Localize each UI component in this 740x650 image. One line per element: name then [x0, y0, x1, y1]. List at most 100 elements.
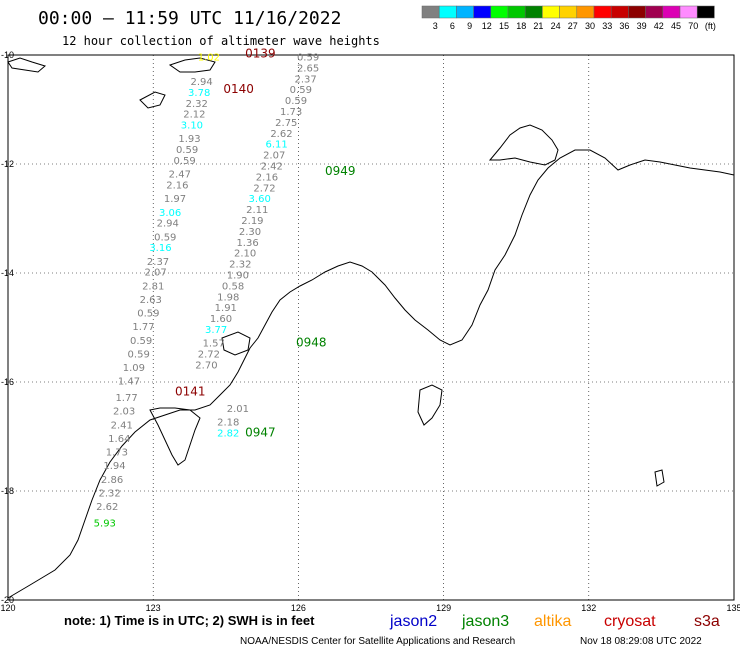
- wave-height-value: 1.94: [103, 461, 125, 472]
- wave-height-labels: 0.592.652.370.590.591.732.752.626.112.07…: [94, 52, 320, 529]
- wave-height-value: 1.02: [198, 52, 220, 63]
- legend-swatch: [456, 5, 474, 19]
- wave-height-value: 3.10: [181, 121, 203, 132]
- wave-height-value: 1.93: [178, 134, 200, 145]
- wave-height-value: 2.47: [169, 170, 191, 181]
- y-tick-label: -12: [1, 159, 14, 169]
- satellite-name: altika: [534, 613, 571, 630]
- wave-height-value: 0.59: [128, 349, 150, 360]
- wave-height-value: 2.07: [263, 151, 285, 162]
- y-tick-label: -14: [1, 268, 14, 278]
- wave-height-value: 3.06: [159, 208, 181, 219]
- wave-height-value: 1.60: [210, 314, 232, 325]
- wave-height-value: 3.16: [149, 243, 171, 254]
- y-tick-label: -16: [1, 377, 14, 387]
- legend-label: 33: [602, 21, 612, 31]
- wave-height-value: 1.98: [217, 292, 239, 303]
- wave-height-value: 2.18: [217, 418, 239, 429]
- wave-height-value: 3.60: [249, 194, 271, 205]
- legend-swatch: [542, 5, 560, 19]
- color-scale-legend: 3 6 9 12 15 18 21 24 27 30 33 36 39 42 45 70 (ft): [421, 5, 716, 31]
- satellite-legend: jason2 jason3 altika cryosat s3a: [389, 613, 720, 630]
- wave-height-value: 2.65: [297, 63, 319, 74]
- wave-height-value: 2.75: [275, 118, 297, 129]
- wave-height-value: 1.97: [164, 194, 186, 205]
- wave-height-value: 5.93: [94, 518, 116, 529]
- x-tick-label: 126: [291, 603, 306, 613]
- wave-height-value: 0.59: [137, 309, 159, 320]
- legend-swatch: [610, 5, 629, 19]
- legend-label: 36: [619, 21, 629, 31]
- satellite-name: s3a: [694, 613, 720, 630]
- wave-height-value: 2.41: [111, 420, 133, 431]
- wave-height-value: 6.11: [265, 140, 287, 151]
- wave-height-value: 2.32: [99, 488, 121, 499]
- wave-height-value: 1.77: [132, 322, 154, 333]
- map-frame: [7, 54, 735, 601]
- wave-height-value: 2.12: [183, 110, 205, 121]
- wave-height-value: 2.62: [270, 129, 292, 140]
- legend-label: 21: [533, 21, 543, 31]
- track-time-labels: 0139 0140 0141 0949 0948 0947: [175, 47, 356, 440]
- island-east: [654, 469, 665, 487]
- x-tick-label: 120: [0, 603, 15, 613]
- wave-height-value: 2.62: [96, 502, 118, 513]
- wave-height-value: 2.30: [239, 227, 261, 238]
- map-title: 00:00 — 11:59 UTC 11/16/2022: [38, 8, 341, 29]
- wave-height-value: 2.70: [195, 360, 217, 371]
- wave-height-value: 1.91: [215, 303, 237, 314]
- legend-swatch: [524, 5, 543, 19]
- wave-height-value: 2.32: [186, 99, 208, 110]
- legend-swatch: [438, 5, 457, 19]
- island-groote: [417, 384, 443, 426]
- wave-height-value: 3.77: [205, 325, 227, 336]
- wave-height-value: 0.59: [176, 145, 198, 156]
- wave-height-value: 0.59: [130, 336, 152, 347]
- footer-credit: NOAA/NESDIS Center for Satellite Applica…: [240, 636, 515, 647]
- track-time-label: 0948: [296, 336, 327, 350]
- wave-height-value: 2.19: [241, 216, 263, 227]
- legend-label: 70: [688, 21, 698, 31]
- satellite-name: jason3: [461, 613, 509, 630]
- legend-label: 45: [671, 21, 681, 31]
- wave-height-value: 1.77: [115, 393, 137, 404]
- footer-note: note: 1) Time is in UTC; 2) SWH is in fe…: [64, 613, 315, 628]
- legend-label: 18: [516, 21, 526, 31]
- wave-height-value: 0.59: [290, 85, 312, 96]
- wave-height-value: 1.90: [227, 270, 249, 281]
- legend-label: (ft): [705, 21, 716, 31]
- wave-height-value: 2.94: [190, 77, 212, 88]
- legend-swatch: [507, 5, 526, 19]
- legend-swatch: [645, 5, 664, 19]
- wave-height-value: 2.86: [101, 475, 123, 486]
- legend-swatch: [696, 5, 715, 19]
- legend-label: 12: [482, 21, 492, 31]
- legend-swatch: [593, 5, 612, 19]
- legend-swatch: [576, 5, 595, 19]
- wave-height-value: 2.07: [144, 268, 166, 279]
- graticule: [7, 54, 735, 601]
- wave-height-value: 2.11: [246, 205, 268, 216]
- wave-height-value: 2.37: [295, 74, 317, 85]
- x-tick-label: 132: [581, 603, 596, 613]
- wave-height-value: 0.59: [154, 232, 176, 243]
- legend-label: 27: [568, 21, 578, 31]
- wave-height-value: 1.09: [123, 363, 145, 374]
- wave-height-value: 1.47: [118, 377, 140, 388]
- wave-height-value: 0.58: [222, 281, 244, 292]
- wave-height-value: 2.16: [256, 172, 278, 183]
- track-time-label: 0139: [245, 47, 276, 61]
- coastline-cape: [488, 124, 559, 166]
- island-northwest: [139, 91, 166, 109]
- wave-height-value: 1.36: [236, 238, 258, 249]
- legend-swatch: [679, 5, 698, 19]
- legend-swatch: [421, 5, 440, 19]
- wave-height-value: 2.37: [147, 257, 169, 268]
- y-axis-tick-labels: -10 -12 -14 -16 -18 -20: [1, 50, 14, 605]
- island-north: [168, 57, 216, 73]
- x-tick-label: 123: [146, 603, 161, 613]
- track-time-label: 0141: [175, 385, 206, 399]
- legend-label: 42: [654, 21, 664, 31]
- coastline-peninsula: [149, 407, 201, 466]
